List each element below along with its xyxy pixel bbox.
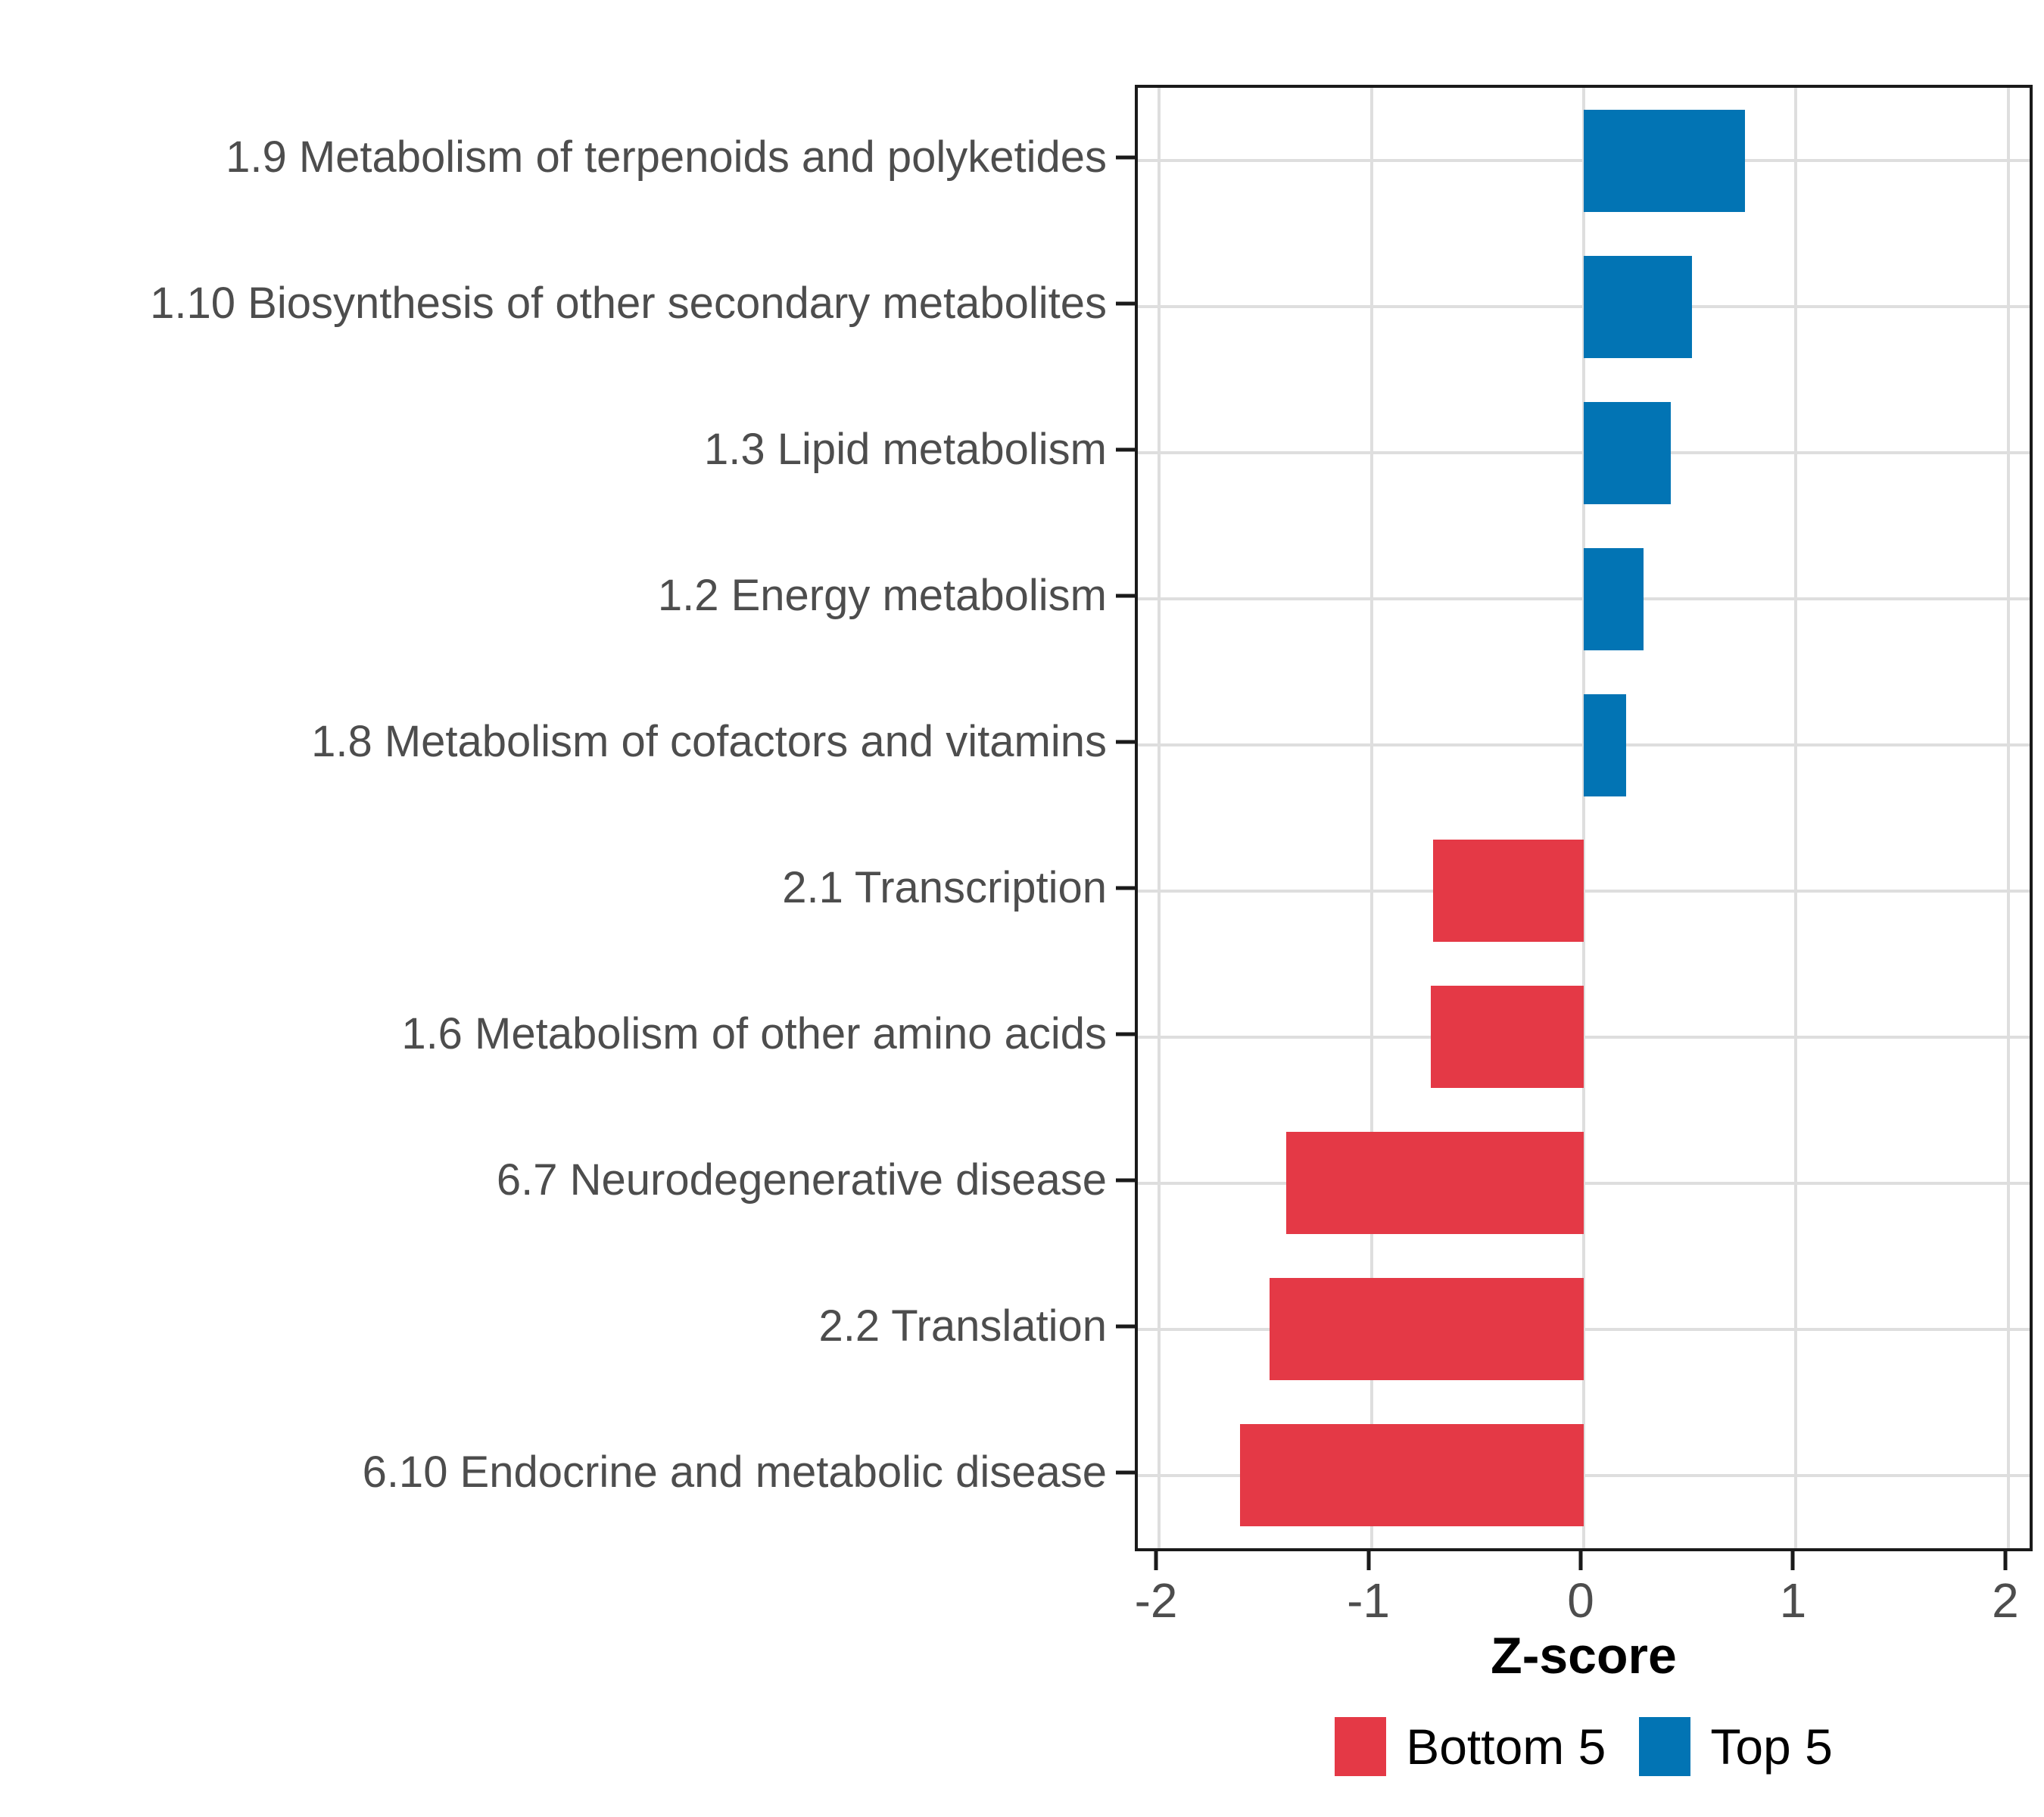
y-axis-tick [1116, 447, 1135, 452]
x-axis-ticks [1135, 1551, 2033, 1570]
y-axis-label: 1.2 Energy metabolism [657, 571, 1107, 621]
x-axis-tick [1154, 1551, 1158, 1570]
gridline-vertical [1582, 88, 1585, 1548]
x-axis-title: Z-score [1491, 1627, 1677, 1685]
x-axis-tick [1366, 1551, 1371, 1570]
bar-positive [1584, 693, 1627, 796]
y-axis-tick [1116, 1178, 1135, 1183]
x-axis-tick-labels: -2 -1 0 1 2 [1135, 1576, 2033, 1637]
y-axis-tick [1116, 301, 1135, 306]
gridline-vertical [2006, 88, 2010, 1548]
legend-swatch-bottom5 [1335, 1717, 1387, 1776]
y-axis-tick [1116, 1324, 1135, 1329]
y-axis-label: 1.3 Lipid metabolism [704, 425, 1107, 475]
bar-negative [1239, 1424, 1584, 1527]
x-axis-tick [2003, 1551, 2008, 1570]
x-axis-tick [1578, 1551, 1583, 1570]
y-axis-tick [1116, 1470, 1135, 1475]
legend-item-bottom5: Bottom 5 [1335, 1717, 1606, 1776]
x-axis-tick [1790, 1551, 1795, 1570]
y-axis-label: 6.7 Neurodegenerative disease [496, 1155, 1107, 1205]
bar-positive [1584, 255, 1693, 358]
y-axis-tick [1116, 740, 1135, 744]
y-axis-label: 6.10 Endocrine and metabolic disease [362, 1447, 1107, 1497]
y-axis-label: 2.1 Transcription [782, 863, 1107, 913]
y-axis-label: 2.2 Translation [818, 1301, 1107, 1351]
y-axis-label: 1.10 Biosynthesis of other secondary met… [150, 279, 1107, 329]
legend-item-top5: Top 5 [1639, 1717, 1833, 1776]
legend: Bottom 5 Top 5 [1135, 1717, 2033, 1776]
x-axis-tick-label: 0 [1567, 1573, 1594, 1628]
bar-positive [1584, 109, 1746, 212]
gridline-vertical [1794, 88, 1798, 1548]
bar-positive [1584, 401, 1671, 504]
y-axis-tick [1116, 886, 1135, 890]
legend-label-bottom5: Bottom 5 [1406, 1719, 1606, 1775]
gridline-vertical [1158, 88, 1161, 1548]
y-axis-tick [1116, 155, 1135, 160]
x-axis-tick-label: 1 [1779, 1573, 1807, 1628]
bar-negative [1431, 986, 1584, 1089]
y-axis-ticks [1116, 85, 1135, 1551]
bar-positive [1584, 547, 1644, 650]
legend-label-top5: Top 5 [1710, 1719, 1833, 1775]
gridline-vertical [1369, 88, 1373, 1548]
x-axis-tick-label: -2 [1134, 1573, 1178, 1628]
y-axis-tick [1116, 594, 1135, 598]
y-axis-label: 1.6 Metabolism of other amino acids [401, 1008, 1107, 1058]
y-axis-tick [1116, 1032, 1135, 1036]
y-axis-label: 1.9 Metabolism of terpenoids and polyket… [226, 132, 1107, 182]
legend-swatch-top5 [1639, 1717, 1691, 1776]
x-axis-tick-label: 2 [1992, 1573, 2019, 1628]
bar-negative [1286, 1132, 1584, 1235]
y-axis-labels: 1.9 Metabolism of terpenoids and polyket… [0, 85, 1107, 1551]
y-axis-label: 1.8 Metabolism of cofactors and vitamins [311, 717, 1107, 767]
bar-negative [1432, 840, 1584, 943]
bar-negative [1269, 1278, 1584, 1381]
x-axis-tick-label: -1 [1347, 1573, 1390, 1628]
plot-panel [1135, 85, 2033, 1551]
